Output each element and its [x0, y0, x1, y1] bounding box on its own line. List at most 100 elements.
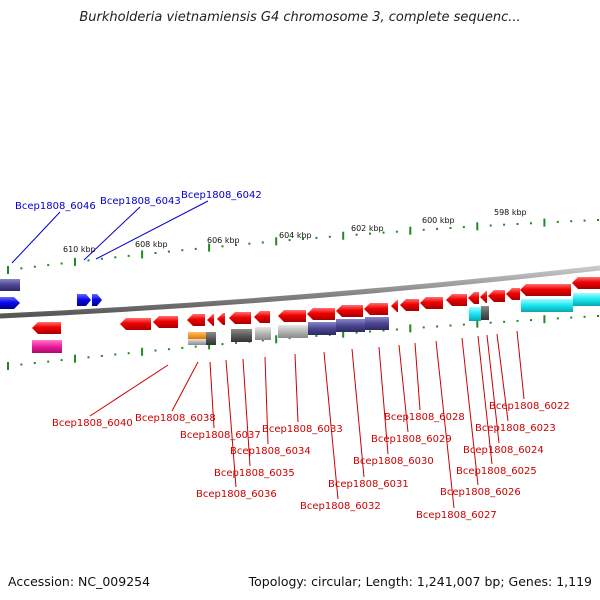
- minor-tick: [47, 264, 50, 267]
- gene-feature: [521, 299, 573, 312]
- major-tick: [74, 257, 76, 266]
- forward-genes: [0, 279, 102, 309]
- gene-arrow: [488, 290, 505, 302]
- minor-tick: [395, 328, 398, 331]
- gene-arrow: [153, 316, 178, 328]
- leader-line: [242, 358, 251, 467]
- gene-label[interactable]: Bcep1808_6035: [214, 468, 295, 479]
- minor-tick: [436, 325, 439, 328]
- gene-label[interactable]: Bcep1808_6029: [371, 434, 452, 445]
- major-tick: [342, 329, 345, 338]
- gene-feature: [308, 322, 336, 335]
- minor-tick: [583, 315, 586, 318]
- major-tick: [141, 347, 144, 356]
- gene-label[interactable]: Bcep1808_6023: [475, 423, 556, 434]
- gene-label[interactable]: Bcep1808_6025: [456, 466, 537, 477]
- gene-label[interactable]: Bcep1808_6032: [300, 501, 381, 512]
- leader-line: [496, 333, 509, 422]
- gene-arrow: [207, 314, 214, 326]
- minor-tick: [503, 320, 506, 323]
- minor-tick: [261, 339, 264, 342]
- gene-arrow: [336, 305, 363, 317]
- minor-tick: [87, 356, 90, 359]
- minor-tick: [369, 330, 371, 333]
- major-tick: [208, 243, 211, 252]
- leader-line: [486, 334, 500, 444]
- gene-feature: [469, 307, 481, 321]
- gene-label[interactable]: Bcep1808_6038: [135, 413, 216, 424]
- major-tick: [275, 237, 278, 246]
- scale-label: 598 kbp: [494, 208, 527, 217]
- minor-tick: [328, 235, 331, 238]
- gene-label[interactable]: Bcep1808_6031: [328, 479, 409, 490]
- gene-feature: [481, 306, 489, 320]
- gene-label[interactable]: Bcep1808_6026: [440, 487, 521, 498]
- minor-tick: [355, 233, 358, 236]
- leader-line: [89, 364, 169, 417]
- minor-tick: [127, 254, 130, 257]
- scale-label: 604 kbp: [279, 231, 312, 240]
- minor-tick: [315, 334, 318, 337]
- gene-label[interactable]: Bcep1808_6046: [15, 201, 96, 212]
- major-tick: [74, 354, 76, 363]
- minor-tick: [516, 319, 519, 322]
- leader-line: [11, 211, 61, 264]
- gene-label[interactable]: Bcep1808_6043: [100, 196, 181, 207]
- gene-label[interactable]: Bcep1808_6030: [353, 456, 434, 467]
- minor-tick: [530, 222, 532, 225]
- minor-tick: [288, 239, 291, 242]
- gene-label[interactable]: Bcep1808_6037: [180, 430, 261, 441]
- gene-label[interactable]: Bcep1808_6040: [52, 418, 133, 429]
- gene-feature: [231, 329, 252, 342]
- gene-arrow: [307, 308, 335, 320]
- minor-tick: [60, 262, 63, 265]
- accession-text: Accession: NC_009254: [8, 574, 151, 589]
- minor-tick: [114, 353, 117, 356]
- gene-label[interactable]: Bcep1808_6027: [416, 510, 497, 521]
- gene-feature: [573, 293, 600, 306]
- major-tick: [476, 319, 479, 328]
- minor-tick: [422, 228, 425, 231]
- gene-arrow: [120, 318, 151, 330]
- scale-label: 610 kbp: [63, 245, 96, 254]
- scale-label: 600 kbp: [422, 216, 455, 225]
- gene-feature: [365, 317, 389, 330]
- minor-tick: [248, 242, 251, 245]
- leader-line: [461, 337, 479, 486]
- minor-tick: [449, 227, 452, 229]
- minor-tick: [167, 348, 170, 351]
- gene-label[interactable]: Bcep1808_6028: [384, 412, 465, 423]
- minor-tick: [530, 319, 532, 322]
- minor-tick: [556, 220, 559, 223]
- gene-label[interactable]: Bcep1808_6036: [196, 489, 277, 500]
- minor-tick: [154, 252, 157, 254]
- gene-arrow: [217, 313, 225, 325]
- label-leaders: [11, 200, 525, 509]
- minor-tick: [382, 329, 385, 332]
- minor-tick: [167, 250, 170, 253]
- gene-label[interactable]: Bcep1808_6034: [230, 446, 311, 457]
- gene-label[interactable]: Bcep1808_6033: [262, 424, 343, 435]
- gene-feature: [336, 319, 365, 332]
- minor-tick: [261, 241, 264, 244]
- major-tick: [7, 362, 9, 370]
- gene-label[interactable]: Bcep1808_6024: [463, 445, 544, 456]
- lower-scale-track: [7, 315, 599, 370]
- minor-tick: [100, 354, 103, 357]
- gene-feature: [188, 332, 206, 339]
- gene-label[interactable]: Bcep1808_6042: [181, 190, 262, 201]
- scale-label: 608 kbp: [135, 240, 168, 249]
- lower-gene-labels: Bcep1808_6040 Bcep1808_6038 Bcep1808_603…: [52, 401, 570, 521]
- gene-arrow: [32, 322, 61, 334]
- gene-arrow: [364, 303, 388, 315]
- minor-tick: [100, 257, 103, 260]
- leader-line: [414, 342, 421, 411]
- leader-line: [294, 353, 299, 423]
- gene-feature: [278, 325, 308, 338]
- gene-arrow: [400, 299, 419, 311]
- minor-tick: [315, 236, 318, 239]
- minor-tick: [489, 224, 492, 227]
- gene-label[interactable]: Bcep1808_6022: [489, 401, 570, 412]
- gene-feature: [0, 279, 20, 291]
